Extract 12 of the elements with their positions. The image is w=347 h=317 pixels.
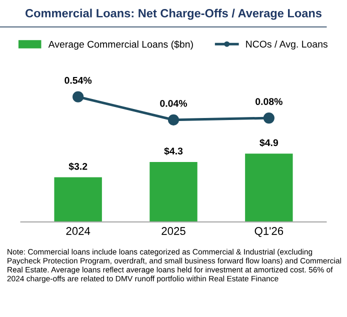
- chart-title: Commercial Loans: Net Charge-Offs / Average Loans: [26, 8, 322, 20]
- x-tick-label: Q1'26: [254, 227, 284, 237]
- data-label: $4.9: [260, 138, 278, 147]
- data-label: 0.04%: [160, 100, 188, 107]
- data-label: 0.08%: [256, 98, 282, 106]
- x-tick-label: 2025: [162, 227, 186, 235]
- legend-label: Average Commercial Loans ($bn): [48, 40, 193, 50]
- x-tick-label: 2024: [66, 227, 90, 235]
- data-label: $4.3: [164, 147, 183, 156]
- legend-label: NCOs / Avg. Loans: [246, 40, 328, 50]
- data-label: 0.54%: [64, 76, 92, 84]
- data-label: $3.2: [68, 162, 88, 170]
